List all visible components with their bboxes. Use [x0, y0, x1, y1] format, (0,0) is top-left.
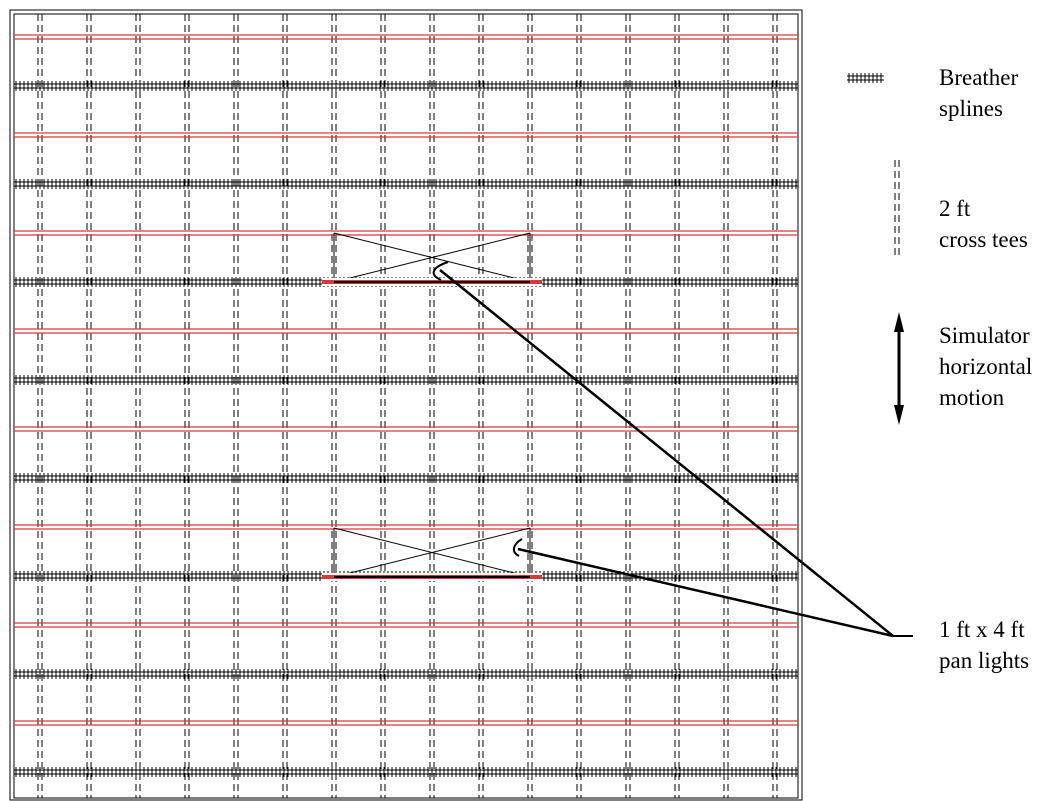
outer-border — [9, 9, 803, 801]
pointer-group — [432, 261, 913, 638]
legend-breather-label: Breather splines — [939, 62, 1018, 124]
legend-pan-lights-label: 1 ft x 4 ft pan lights — [939, 614, 1029, 676]
legend-graphics — [847, 73, 904, 425]
pointer-line-lower — [517, 547, 894, 638]
legend-pan-lights-line2: pan lights — [939, 648, 1030, 673]
pointer-line-upper — [439, 269, 894, 637]
legend-motion-arrow-up — [894, 312, 904, 332]
breather-spline-ticks — [15, 375, 797, 385]
breather-spline-ticks — [15, 473, 797, 483]
pan-light-diagonal — [333, 232, 531, 283]
breather-spline-ticks — [15, 81, 797, 91]
pan-light-group — [322, 232, 542, 581]
legend-cross-tee-label: 2 ft cross tees — [939, 193, 1028, 255]
legend-motion-line2: horizontal — [939, 354, 1033, 379]
cross-tee-group — [37, 14, 778, 798]
breather-spline-ticks — [15, 669, 797, 679]
breather-spline-group — [14, 81, 798, 777]
legend-breather-symbol-ticks — [848, 73, 882, 83]
legend-motion-arrow-down — [894, 405, 904, 425]
inner-border — [13, 13, 799, 799]
legend-motion-line3: motion — [939, 385, 1005, 410]
main-tee-group — [14, 34, 798, 726]
breather-spline-ticks — [15, 767, 797, 777]
legend-motion-line1: Simulator — [939, 323, 1030, 348]
legend-breather-line2: splines — [939, 96, 1003, 121]
legend-cross-tee-line1: 2 ft — [939, 196, 971, 221]
pan-light-diagonal — [333, 527, 531, 578]
legend-breather-line1: Breather — [939, 65, 1019, 90]
pointer-hook-lower — [512, 538, 523, 557]
pointer-hook-upper — [432, 261, 449, 281]
legend-pan-lights-line1: 1 ft x 4 ft — [939, 617, 1025, 642]
breather-spline-ticks — [15, 179, 797, 189]
legend-motion-label: Simulator horizontal motion — [939, 320, 1032, 413]
legend-cross-tee-line2: cross tees — [939, 227, 1028, 252]
